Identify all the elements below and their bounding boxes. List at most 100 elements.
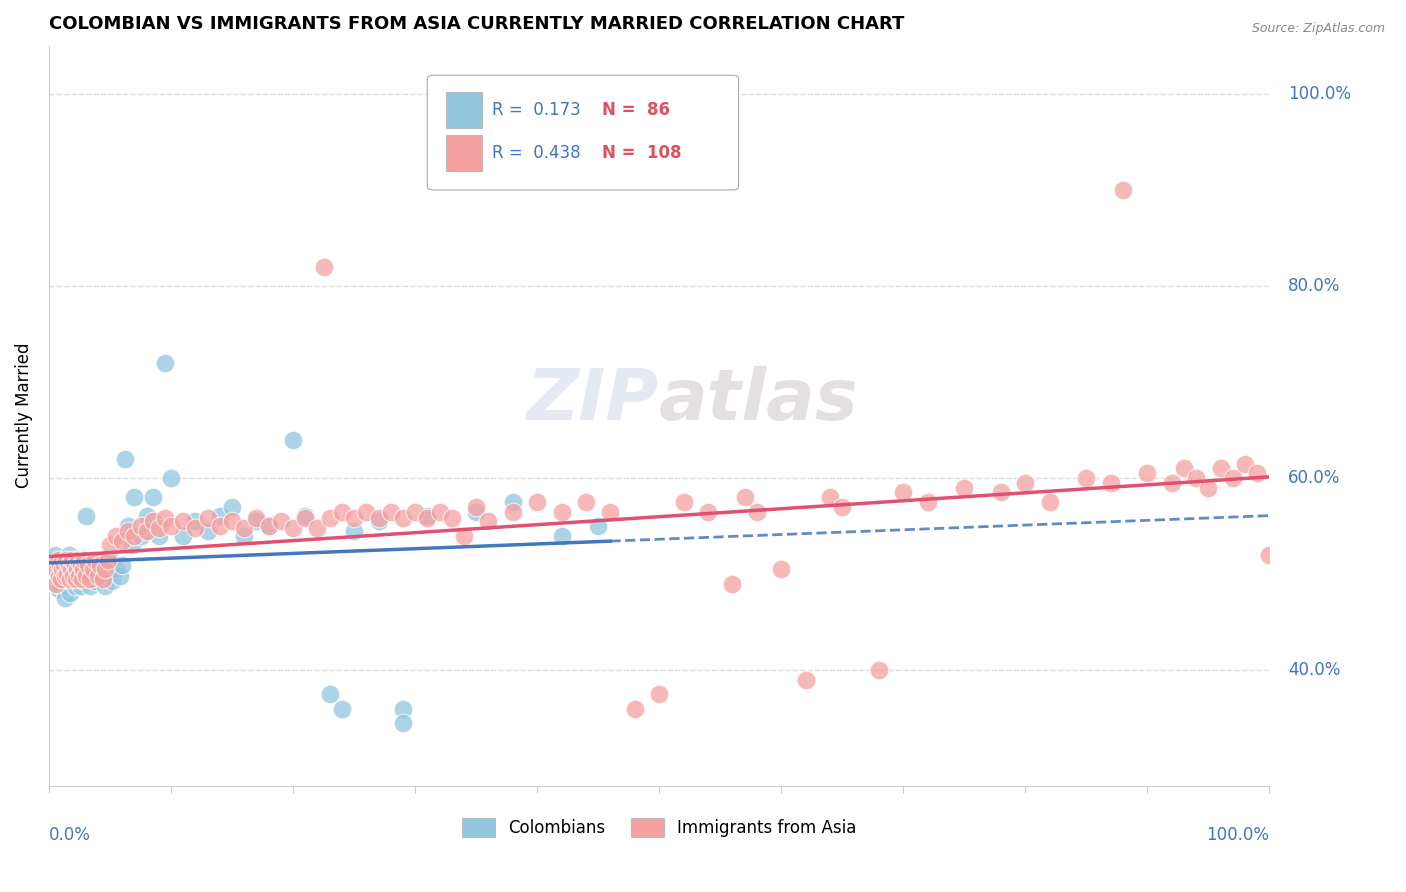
Point bbox=[1099, 475, 1122, 490]
Point bbox=[87, 562, 110, 576]
Point bbox=[58, 564, 80, 578]
FancyBboxPatch shape bbox=[427, 75, 738, 190]
Point bbox=[1197, 481, 1219, 495]
Point bbox=[1136, 467, 1159, 481]
Point bbox=[44, 562, 66, 576]
Point bbox=[599, 505, 621, 519]
Point bbox=[69, 569, 91, 583]
Text: 0.0%: 0.0% bbox=[49, 826, 91, 844]
Point bbox=[330, 505, 353, 519]
Point bbox=[129, 519, 152, 533]
Point bbox=[62, 569, 84, 583]
Point bbox=[142, 490, 165, 504]
Point bbox=[87, 569, 110, 583]
Point bbox=[153, 511, 176, 525]
Bar bbox=[446, 92, 482, 128]
Point bbox=[818, 490, 841, 504]
Point bbox=[197, 511, 219, 525]
Point bbox=[734, 490, 756, 504]
Point bbox=[917, 495, 939, 509]
Point bbox=[51, 556, 73, 570]
Point bbox=[66, 562, 89, 576]
Point bbox=[60, 564, 83, 578]
Point bbox=[62, 571, 84, 585]
Point bbox=[51, 572, 73, 586]
Point bbox=[65, 553, 87, 567]
Point bbox=[1039, 495, 1062, 509]
Point bbox=[69, 558, 91, 572]
Point bbox=[257, 519, 280, 533]
Point bbox=[96, 566, 118, 580]
Point bbox=[52, 558, 75, 572]
Text: N =  86: N = 86 bbox=[602, 101, 669, 119]
Point bbox=[82, 562, 104, 576]
Point bbox=[69, 558, 91, 572]
Point bbox=[318, 511, 340, 525]
Point bbox=[94, 579, 117, 593]
Point bbox=[1160, 475, 1182, 490]
Point bbox=[59, 574, 82, 588]
Point bbox=[416, 509, 439, 524]
Point bbox=[392, 716, 415, 731]
Point bbox=[77, 569, 100, 583]
Point bbox=[281, 521, 304, 535]
Point bbox=[45, 576, 67, 591]
Text: R =  0.438: R = 0.438 bbox=[492, 144, 581, 162]
Point bbox=[51, 579, 73, 593]
Point bbox=[66, 574, 89, 588]
Point bbox=[356, 505, 378, 519]
Point bbox=[392, 511, 415, 525]
Point bbox=[794, 673, 817, 687]
Point bbox=[75, 509, 97, 524]
Point bbox=[48, 582, 70, 596]
Point bbox=[1185, 471, 1208, 485]
Point bbox=[70, 572, 93, 586]
Point bbox=[98, 538, 121, 552]
Point bbox=[672, 495, 695, 509]
Point bbox=[142, 514, 165, 528]
Text: ZIP: ZIP bbox=[527, 367, 659, 435]
Text: R =  0.173: R = 0.173 bbox=[492, 101, 581, 119]
Point bbox=[245, 511, 267, 525]
Point bbox=[343, 511, 366, 525]
Point bbox=[108, 569, 131, 583]
Point bbox=[84, 553, 107, 567]
Point bbox=[453, 529, 475, 543]
Point bbox=[44, 562, 66, 576]
Point bbox=[101, 574, 124, 588]
Point bbox=[1234, 457, 1257, 471]
Point bbox=[52, 574, 75, 588]
Point bbox=[67, 553, 90, 567]
Point bbox=[429, 505, 451, 519]
Point bbox=[59, 572, 82, 586]
Point bbox=[257, 519, 280, 533]
Point bbox=[343, 524, 366, 538]
Point bbox=[51, 562, 73, 576]
Point bbox=[550, 505, 572, 519]
Point bbox=[49, 558, 72, 572]
Point bbox=[46, 553, 69, 567]
Point bbox=[221, 500, 243, 514]
Point bbox=[84, 574, 107, 588]
Point bbox=[465, 505, 488, 519]
Point bbox=[91, 558, 114, 572]
Point bbox=[53, 558, 76, 572]
Point bbox=[94, 562, 117, 576]
Point bbox=[172, 529, 194, 543]
Point bbox=[46, 558, 69, 572]
Point bbox=[67, 562, 90, 576]
Point bbox=[105, 562, 128, 576]
Point bbox=[184, 514, 207, 528]
Point bbox=[75, 569, 97, 583]
Point bbox=[990, 485, 1012, 500]
Point bbox=[44, 576, 66, 591]
Point bbox=[330, 701, 353, 715]
Point bbox=[91, 572, 114, 586]
Point bbox=[79, 572, 101, 586]
Point bbox=[73, 574, 96, 588]
Point bbox=[51, 567, 73, 582]
Point bbox=[221, 514, 243, 528]
Point bbox=[208, 509, 231, 524]
Point bbox=[575, 495, 598, 509]
Point bbox=[648, 687, 671, 701]
